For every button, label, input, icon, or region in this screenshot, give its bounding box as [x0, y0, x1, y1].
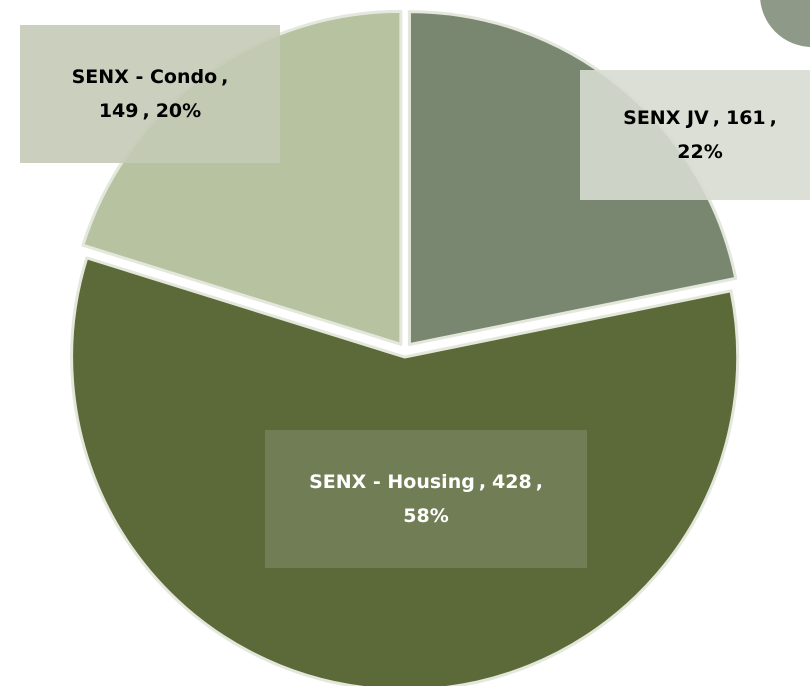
- separator: ,: [769, 107, 777, 129]
- decoration: [760, 0, 810, 47]
- separator: ,: [221, 66, 229, 88]
- data-label: SENX - Condo, 149, 20%: [20, 25, 280, 163]
- separator: ,: [712, 107, 720, 129]
- value-label: 149: [98, 100, 139, 122]
- percent-label: 20%: [155, 100, 202, 122]
- separator: ,: [142, 100, 150, 122]
- category-name: SENX JV: [623, 107, 709, 129]
- data-label: SENX JV, 161, 22%: [580, 70, 810, 200]
- label-line: SENX JV, 161,: [620, 101, 780, 135]
- value-label: 161: [725, 107, 766, 129]
- label-line: SENX - Housing, 428,: [306, 465, 546, 499]
- percent-label: 22%: [677, 141, 723, 163]
- separator: ,: [478, 471, 487, 493]
- percent-label: 58%: [403, 505, 449, 527]
- separator: ,: [535, 471, 543, 493]
- value-label: 428: [492, 471, 532, 493]
- label-line: 58%: [400, 499, 451, 533]
- category-name: SENX - Condo: [71, 66, 218, 88]
- label-line: 22%: [674, 135, 725, 169]
- data-label: SENX - Housing, 428, 58%: [265, 430, 587, 568]
- category-name: SENX - Housing: [309, 471, 475, 493]
- label-line: 149, 20%: [96, 94, 204, 128]
- label-line: SENX - Condo,: [69, 60, 232, 94]
